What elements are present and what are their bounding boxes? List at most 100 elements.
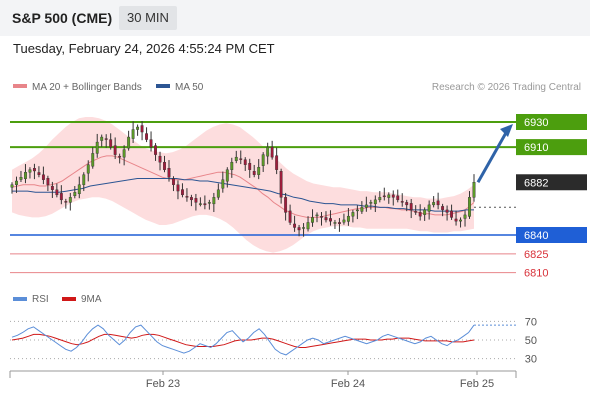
candle: [261, 152, 265, 172]
candle-body: [221, 179, 225, 189]
candle: [64, 198, 68, 209]
candle-body: [158, 155, 162, 163]
candle: [189, 194, 193, 207]
candle: [37, 166, 41, 178]
candle: [288, 204, 292, 225]
candle-body: [270, 146, 274, 158]
candle-body: [118, 155, 122, 158]
level-tag-text: 6910: [524, 142, 548, 154]
candle: [239, 150, 243, 165]
time-tick-label: Feb 25: [460, 378, 494, 390]
candle: [459, 217, 462, 228]
candle-body: [172, 178, 175, 185]
level-tag-box: [516, 174, 587, 191]
candle-body: [181, 189, 184, 196]
rsi-tick-label: 30: [525, 354, 537, 366]
candle-body: [382, 195, 386, 198]
candle: [216, 183, 220, 200]
candle-body: [261, 154, 265, 166]
candle-body: [230, 161, 234, 170]
candle-body: [46, 178, 50, 185]
candle-body: [306, 222, 310, 230]
candle-body: [167, 168, 171, 178]
rsi-line: [11, 324, 475, 356]
ma50-legend-swatch: [156, 84, 170, 88]
rsi-ma-legend-label: 9MA: [81, 294, 102, 305]
candle-body: [140, 125, 144, 133]
candle-body: [351, 212, 355, 217]
candle-body: [252, 171, 256, 175]
candle: [472, 174, 476, 202]
candle: [454, 210, 458, 226]
candle-body: [207, 202, 211, 204]
candle: [10, 182, 14, 194]
candle-body: [100, 136, 104, 141]
candle-body: [212, 197, 216, 205]
candle-body: [73, 192, 77, 197]
rsi-ma-line: [11, 333, 475, 348]
candle-body: [432, 202, 436, 206]
candle-body: [297, 227, 301, 231]
candle-body: [454, 218, 458, 222]
candle-body: [248, 162, 252, 170]
candle-body: [24, 172, 27, 179]
candle: [136, 124, 140, 136]
level-tag-box: [516, 114, 587, 130]
candle: [248, 158, 252, 178]
candle: [15, 176, 18, 193]
candle: [55, 183, 59, 198]
timestamp: Tuesday, February 24, 2026 4:55:24 PM CE…: [13, 41, 275, 56]
level-tag-6840: 6840: [516, 227, 587, 243]
instrument-title: S&P 500 (CME): [12, 10, 113, 26]
level-tag-6810: 6810: [524, 268, 548, 280]
candle: [311, 209, 314, 227]
candle: [100, 134, 104, 147]
level-tag-6910: 6910: [516, 139, 587, 156]
rsi-legend-swatch: [13, 297, 27, 301]
candle-body: [136, 126, 140, 130]
ma20-legend-swatch: [13, 84, 27, 88]
candle: [145, 127, 148, 143]
candle-body: [391, 194, 395, 198]
time-axis: Feb 23 Feb 24 Feb 25: [9, 370, 517, 390]
candle: [382, 187, 386, 201]
moving-averages: [11, 155, 475, 218]
candle-body: [234, 156, 238, 161]
candle: [369, 199, 373, 210]
level-tag-box: [516, 227, 587, 243]
candle-body: [131, 129, 135, 139]
candle: [409, 198, 413, 219]
candle: [41, 166, 45, 185]
candle-body: [418, 212, 422, 217]
candle-body: [338, 222, 341, 224]
candle: [342, 213, 346, 225]
credit-text: Research © 2026 Trading Central: [432, 82, 581, 93]
candle: [463, 210, 467, 227]
candle: [118, 153, 122, 164]
candle: [194, 193, 198, 211]
candle-body: [315, 214, 319, 217]
rsi-legend-label: RSI: [32, 294, 49, 305]
candle-body: [86, 164, 90, 174]
forecast-arrow-shaft: [476, 130, 509, 184]
level-tag-box: [516, 139, 587, 156]
candle: [266, 142, 270, 165]
candle: [436, 192, 440, 210]
candle: [252, 164, 256, 178]
candle-body: [176, 184, 180, 192]
candle: [450, 204, 454, 220]
candle-body: [378, 197, 382, 201]
candle: [203, 195, 207, 210]
ma20-legend-label: MA 20 + Bollinger Bands: [32, 82, 142, 93]
candle: [432, 196, 436, 208]
candle-body: [396, 195, 400, 201]
candle: [104, 134, 108, 148]
candle-body: [284, 197, 288, 213]
rsi-ma-legend-swatch: [62, 297, 76, 301]
candle: [468, 191, 471, 219]
candle-body: [154, 145, 157, 155]
timeframe-button[interactable]: 30 MIN: [119, 6, 177, 30]
candle-body: [15, 180, 18, 185]
ma50-legend-label: MA 50: [175, 82, 204, 93]
